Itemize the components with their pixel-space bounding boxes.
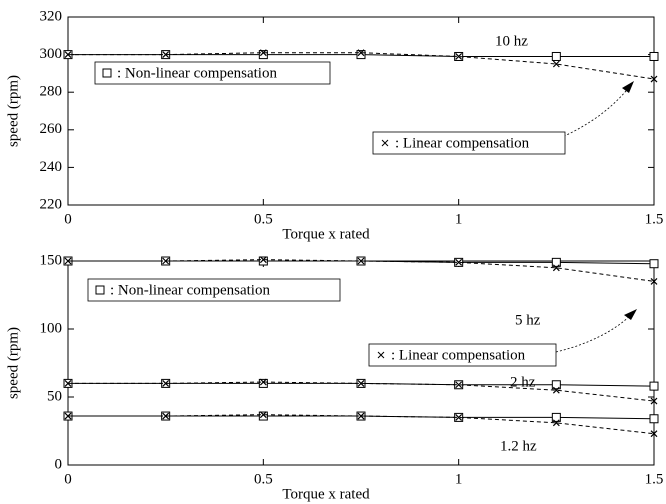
x-marker [259,378,267,386]
legend-box [87,278,341,302]
x-marker [64,51,72,59]
frequency-label: 5 hz [515,312,541,328]
x-marker [162,257,170,265]
square-marker [649,381,659,391]
y-tick-label: 0 [55,456,63,472]
square-marker [551,412,561,422]
pointer [559,85,631,139]
y-tick-label: 240 [40,159,63,175]
plot-frame [67,16,655,206]
square-marker [258,256,268,266]
y-tick-label: 280 [40,84,63,100]
square-marker [649,414,659,424]
square-marker [258,411,268,421]
legend-box [94,61,331,85]
x-marker [64,379,72,387]
square-marker [551,257,561,267]
square-marker [356,50,366,60]
x-marker [162,379,170,387]
legend-label: : Non-linear compensation [117,65,277,81]
pointer [555,313,633,353]
legend-box [368,343,557,367]
square-marker [649,259,659,269]
x-marker [650,277,658,285]
x-marker [650,75,658,83]
x-tick-label: 0.5 [254,211,273,227]
x-marker [455,53,463,60]
square-marker [258,378,268,388]
x-marker [357,257,365,265]
x-tick-label: 1 [455,471,463,487]
x-marker [650,430,658,438]
legend-label: : Linear compensation [391,347,526,363]
square-marker [649,51,659,61]
y-tick-label: 50 [47,388,62,404]
legend-box [372,131,566,155]
x-tick-label: 0 [64,211,72,227]
y-tick-label: 150 [40,252,63,268]
x-tick-label: 1 [455,211,463,227]
legend-marker [381,139,389,147]
x-marker [64,257,72,265]
x-marker [455,381,463,389]
y-tick-label: 220 [40,196,63,212]
frequency-label: 2 hz [510,374,536,390]
x-marker [552,386,560,394]
pointer-head [624,309,637,320]
x-marker [162,412,170,420]
x-marker [455,413,463,421]
x-marker [162,51,170,59]
pointer-head [622,81,634,93]
x-axis-label: Torque x rated [282,486,370,502]
legend-label: : Linear compensation [395,135,530,151]
x-tick-label: 0.5 [254,471,273,487]
square-marker [551,51,561,61]
y-tick-label: 320 [40,8,63,24]
legend-label: : Non-linear compensation [110,282,270,298]
x-axis-label: Torque x rated [282,226,370,242]
x-marker [64,412,72,420]
y-tick-label: 100 [40,320,63,336]
x-marker [552,419,560,427]
x-tick-label: 1.5 [645,471,664,487]
y-tick-label: 300 [40,46,63,62]
legend-marker [95,285,105,295]
x-marker [357,412,365,420]
square-marker [551,380,561,390]
x-marker [259,411,267,419]
x-marker [455,258,463,266]
y-axis-label: speed (rpm) [5,75,21,147]
x-marker [357,379,365,387]
x-marker [552,264,560,272]
x-marker [650,397,658,405]
square-marker [258,50,268,60]
legend-marker [102,68,112,78]
x-tick-label: 1.5 [645,211,664,227]
y-tick-label: 260 [40,121,63,137]
frequency-label: 1.2 hz [500,438,537,454]
x-marker [259,49,267,57]
frequency-label: 10 hz [495,33,528,49]
x-marker [552,60,560,68]
y-axis-label: speed (rpm) [5,327,21,399]
x-marker [259,256,267,264]
x-marker [357,49,365,57]
legend-marker [377,351,385,359]
x-tick-label: 0 [64,471,72,487]
